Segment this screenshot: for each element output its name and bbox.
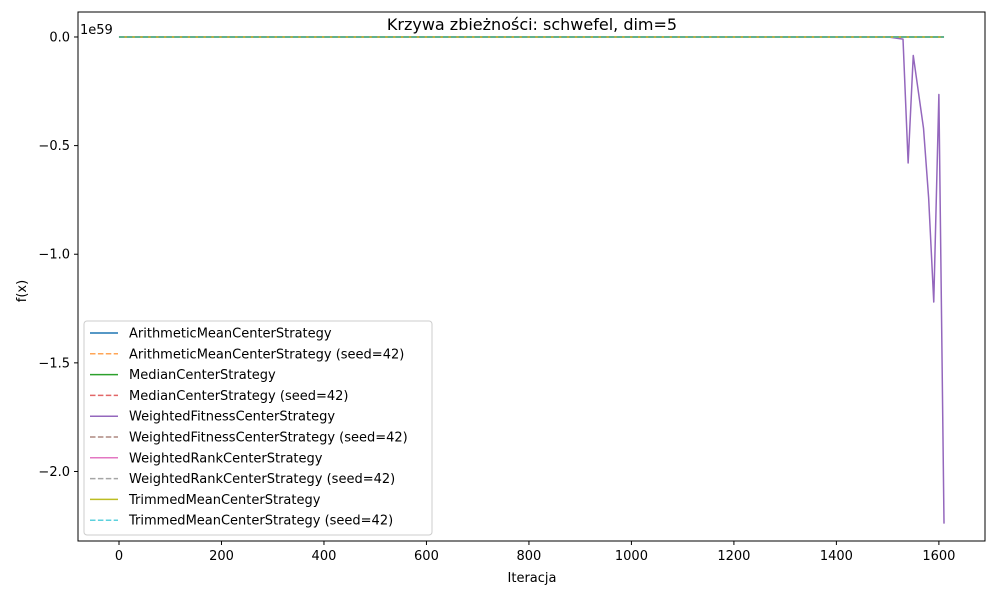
legend: ArithmeticMeanCenterStrategy ArithmeticMe…: [83, 320, 433, 536]
x-tick-label: 200: [209, 549, 234, 564]
legend-entry-label: WeightedRankCenterStrategy (seed=42): [129, 472, 395, 487]
legend-entry-label: TrimmedMeanCenterStrategy (seed=42): [128, 514, 393, 529]
legend-entry-label: ArithmeticMeanCenterStrategy (seed=42): [129, 347, 404, 362]
chart-title: Krzywa zbieżności: schwefel, dim=5: [387, 15, 677, 34]
x-tick-label: 400: [312, 549, 337, 564]
legend-entry-label: ArithmeticMeanCenterStrategy: [129, 327, 332, 342]
plot-frame: [77, 11, 986, 542]
legend-box: [83, 320, 433, 536]
y-offset-label: 1e59: [80, 23, 113, 38]
y-tick-label: −2.0: [38, 465, 70, 480]
x-tick-label: 800: [517, 549, 542, 564]
x-tick-label: 600: [414, 549, 439, 564]
legend-entry-label: MedianCenterStrategy (seed=42): [129, 389, 348, 404]
series-line-5: [118, 36, 945, 524]
y-tick-label: −0.5: [38, 139, 70, 154]
y-tick-label: −1.0: [38, 248, 70, 263]
legend-entry-label: WeightedFitnessCenterStrategy (seed=42): [129, 431, 408, 446]
y-axis-ticks: 0.0 −0.5 −1.0 −1.5 −2.0: [38, 30, 78, 480]
series-layer: [118, 36, 945, 524]
x-tick-label: 1200: [717, 549, 750, 564]
x-tick-label: 1400: [820, 549, 853, 564]
x-axis-ticks: 0 200 400 600 800 1000 1200 1400 1600: [115, 541, 955, 564]
legend-entry-label: TrimmedMeanCenterStrategy: [128, 493, 321, 508]
x-axis-label: Iteracja: [508, 571, 557, 586]
y-tick-label: 0.0: [49, 30, 70, 45]
x-tick-label: 0: [115, 549, 123, 564]
y-axis-label: f(x): [15, 280, 30, 302]
legend-entry-label: MedianCenterStrategy: [129, 368, 276, 383]
x-tick-label: 1000: [615, 549, 648, 564]
x-tick-label: 1600: [922, 549, 955, 564]
y-tick-label: −1.5: [38, 356, 70, 371]
legend-entry-label: WeightedRankCenterStrategy: [129, 451, 323, 466]
legend-entry-label: WeightedFitnessCenterStrategy: [129, 410, 335, 425]
